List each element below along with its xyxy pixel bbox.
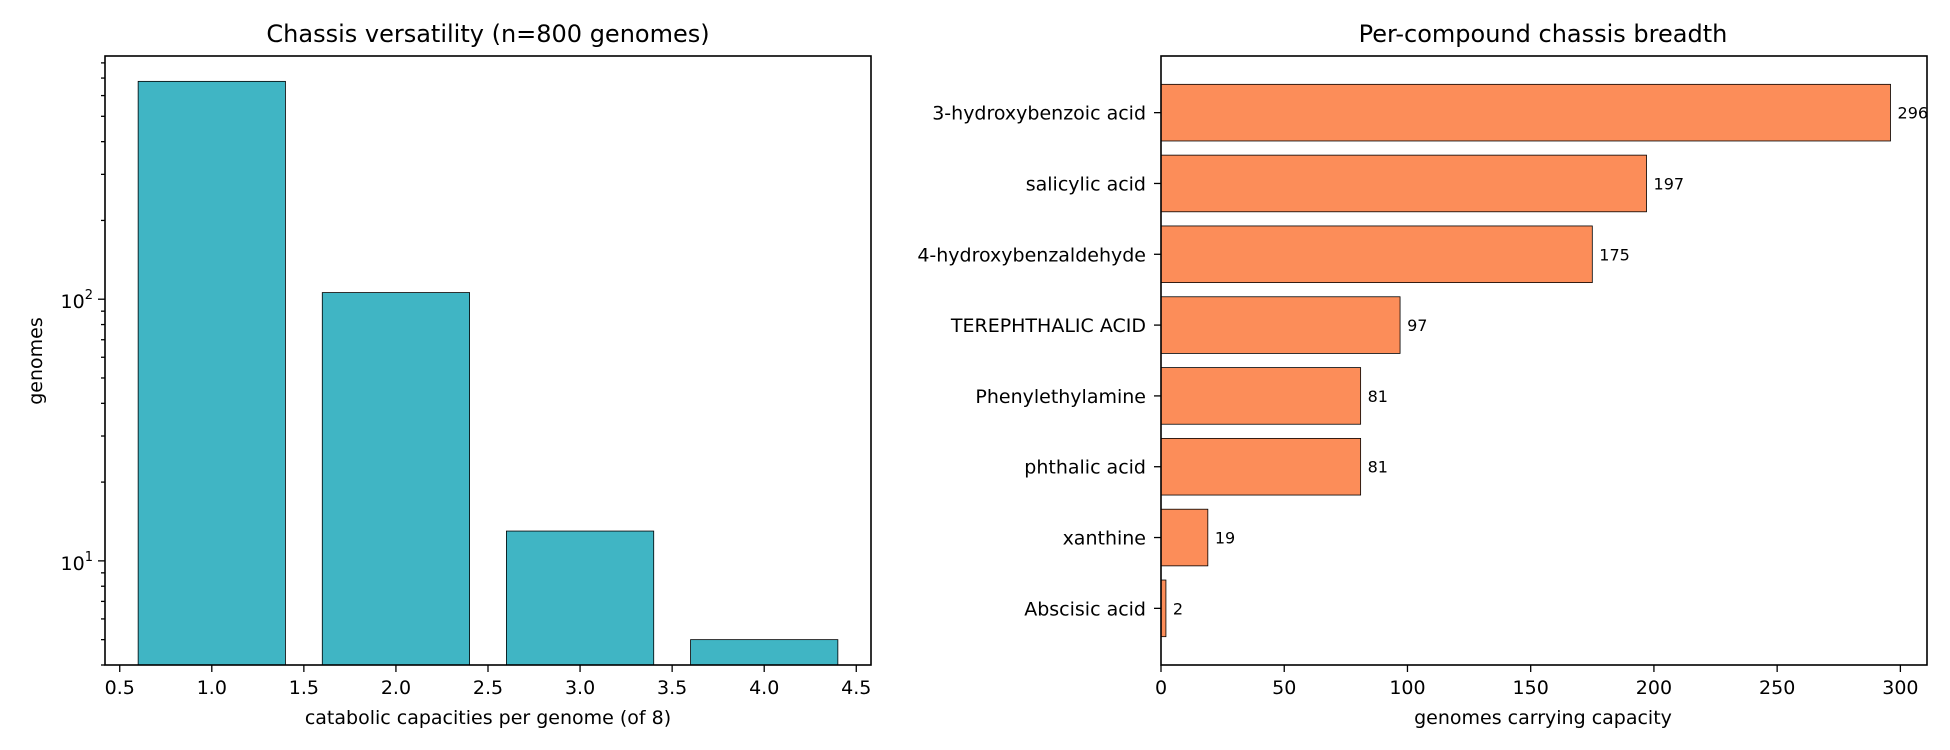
chart-title: Chassis versatility (n=800 genomes) [266, 20, 709, 48]
x-tick-label: 200 [1636, 677, 1672, 699]
x-tick-label: 1.5 [289, 677, 319, 699]
bar-group [1160, 83, 1891, 638]
y-tick-label: 3-hydroxybenzoic acid [932, 103, 1146, 125]
x-tick-label: 300 [1882, 677, 1918, 699]
x-tick-label: 4.5 [841, 677, 871, 699]
bar [1160, 367, 1362, 425]
data-label: 2 [1173, 599, 1183, 618]
bar [1160, 154, 1647, 213]
y-tick-label: TEREPHTHALIC ACID [950, 315, 1146, 337]
bar [506, 530, 655, 666]
data-labels: 296 197 175 97 81 81 19 2 [1173, 104, 1928, 619]
y-tick-label: 101 [61, 550, 93, 575]
x-tick-label: 3.0 [565, 677, 595, 699]
x-tick-label: 100 [1389, 677, 1425, 699]
bar [1160, 225, 1593, 284]
plot-frame [1160, 55, 1928, 666]
y-axis-ticks: 3-hydroxybenzoic acid salicylic acid 4-hyd… [917, 103, 1161, 620]
y-tick-label: 102 [61, 288, 93, 313]
bar [1160, 437, 1362, 496]
x-tick-label: 2.5 [473, 677, 503, 699]
data-label: 81 [1368, 387, 1388, 406]
y-tick-label: Abscisic acid [1024, 598, 1146, 620]
x-axis-ticks: 0.5 1.0 1.5 2.0 2.5 3.0 3.5 4.0 4.5 [105, 665, 871, 699]
y-axis-label: genomes [25, 317, 47, 405]
data-label: 81 [1368, 458, 1388, 477]
bar [321, 292, 470, 666]
x-axis-label: catabolic capacities per genome (of 8) [305, 707, 671, 729]
x-tick-label: 3.5 [657, 677, 687, 699]
bar-group [137, 80, 839, 666]
bar [137, 80, 286, 666]
data-label: 97 [1407, 316, 1427, 335]
x-tick-label: 150 [1513, 677, 1549, 699]
y-tick-label: xanthine [1063, 528, 1146, 550]
data-label: 197 [1654, 174, 1685, 193]
x-tick-label: 0 [1155, 677, 1167, 699]
data-label: 296 [1898, 104, 1929, 123]
x-tick-label: 0.5 [105, 677, 135, 699]
bar [1160, 83, 1891, 142]
chart-compound-breadth: Per-compound chassis breadth 296 197 175 97… [917, 20, 1928, 729]
x-tick-label: 1.0 [197, 677, 227, 699]
bar [1160, 296, 1401, 354]
y-tick-label: 4-hydroxybenzaldehyde [917, 244, 1146, 266]
bar [1160, 508, 1209, 567]
x-tick-label: 50 [1272, 677, 1296, 699]
x-tick-label: 4.0 [749, 677, 779, 699]
x-axis-ticks: 0 50 100 150 200 250 300 [1155, 665, 1919, 699]
x-tick-label: 2.0 [381, 677, 411, 699]
x-axis-label: genomes carrying capacity [1414, 707, 1672, 729]
bar [690, 639, 839, 666]
chart-title: Per-compound chassis breadth [1359, 20, 1728, 48]
y-tick-label: phthalic acid [1024, 457, 1146, 479]
y-axis-ticks: 102 101 [61, 62, 105, 666]
data-label: 175 [1599, 245, 1630, 264]
data-label: 19 [1215, 529, 1235, 548]
chart-versatility: Chassis versatility (n=800 genomes) 0.5 1… [25, 20, 872, 729]
y-tick-label: salicylic acid [1026, 173, 1146, 195]
y-tick-label: Phenylethylamine [975, 386, 1146, 408]
x-tick-label: 250 [1759, 677, 1795, 699]
plot-frame [104, 55, 872, 666]
